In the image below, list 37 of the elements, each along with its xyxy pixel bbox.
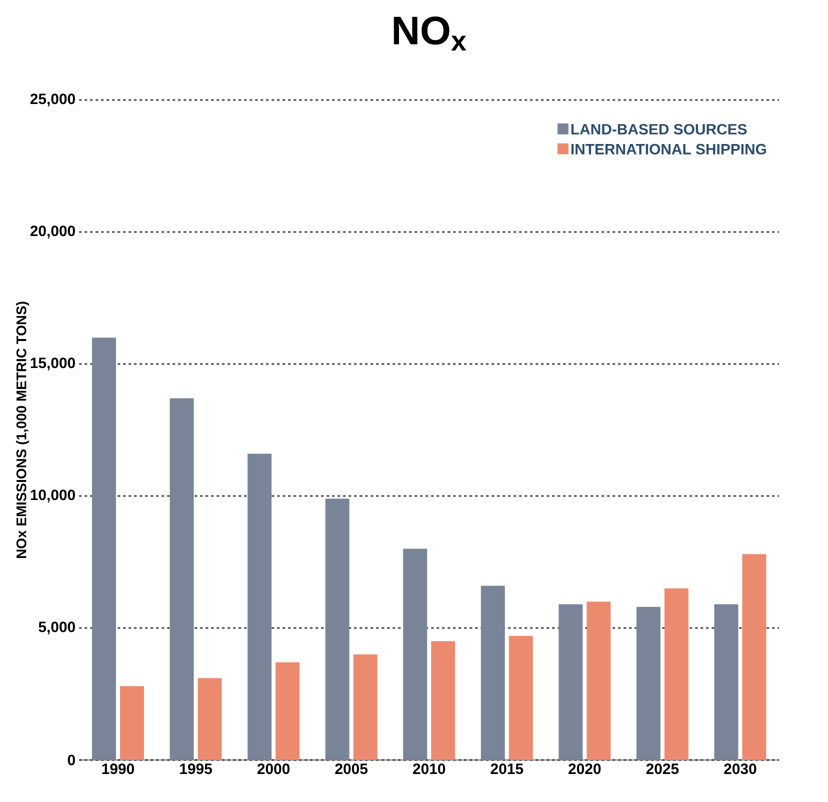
bar — [248, 454, 272, 760]
bar — [170, 398, 194, 760]
x-tick-label: 2000 — [257, 764, 290, 774]
legend-label: LAND-BASED SOURCES — [571, 124, 747, 135]
bar — [558, 604, 583, 760]
y-tick-label: 10,000 — [30, 490, 75, 502]
bar — [403, 548, 428, 760]
x-tick-label: 2025 — [646, 764, 679, 774]
bar — [508, 636, 533, 760]
y-tick-label: 5,000 — [38, 622, 75, 634]
x-tick-label: 2005 — [335, 764, 368, 774]
bar — [276, 662, 300, 760]
x-tick-label: 2015 — [490, 764, 524, 774]
legend-label: INTERNATIONAL SHIPPING — [571, 144, 766, 154]
bar — [92, 338, 116, 760]
bar — [325, 498, 350, 760]
bar — [480, 586, 505, 760]
y-tick-label: 25,000 — [30, 94, 75, 106]
x-tick-label: 1995 — [180, 764, 212, 774]
x-tick-label: 2020 — [568, 764, 601, 774]
bar — [353, 654, 378, 760]
chart-title: NO$_{x}$ — [394, 16, 466, 50]
y-tick-label: 0 — [68, 754, 75, 766]
bar — [664, 588, 688, 760]
bar — [198, 678, 222, 760]
y-axis-title: NOx EMISSIONS (1,000 METRIC TONS) — [16, 302, 30, 558]
bar — [714, 604, 738, 760]
bar — [586, 602, 611, 760]
bar — [636, 606, 660, 760]
bar — [742, 554, 766, 760]
x-tick-label: 1990 — [102, 764, 134, 774]
bar — [120, 686, 144, 760]
y-tick-label: 20,000 — [30, 226, 75, 238]
y-tick-label: 15,000 — [30, 358, 75, 370]
bar — [431, 641, 456, 760]
x-tick-label: 2030 — [724, 764, 756, 774]
x-tick-label: 2010 — [413, 764, 446, 774]
